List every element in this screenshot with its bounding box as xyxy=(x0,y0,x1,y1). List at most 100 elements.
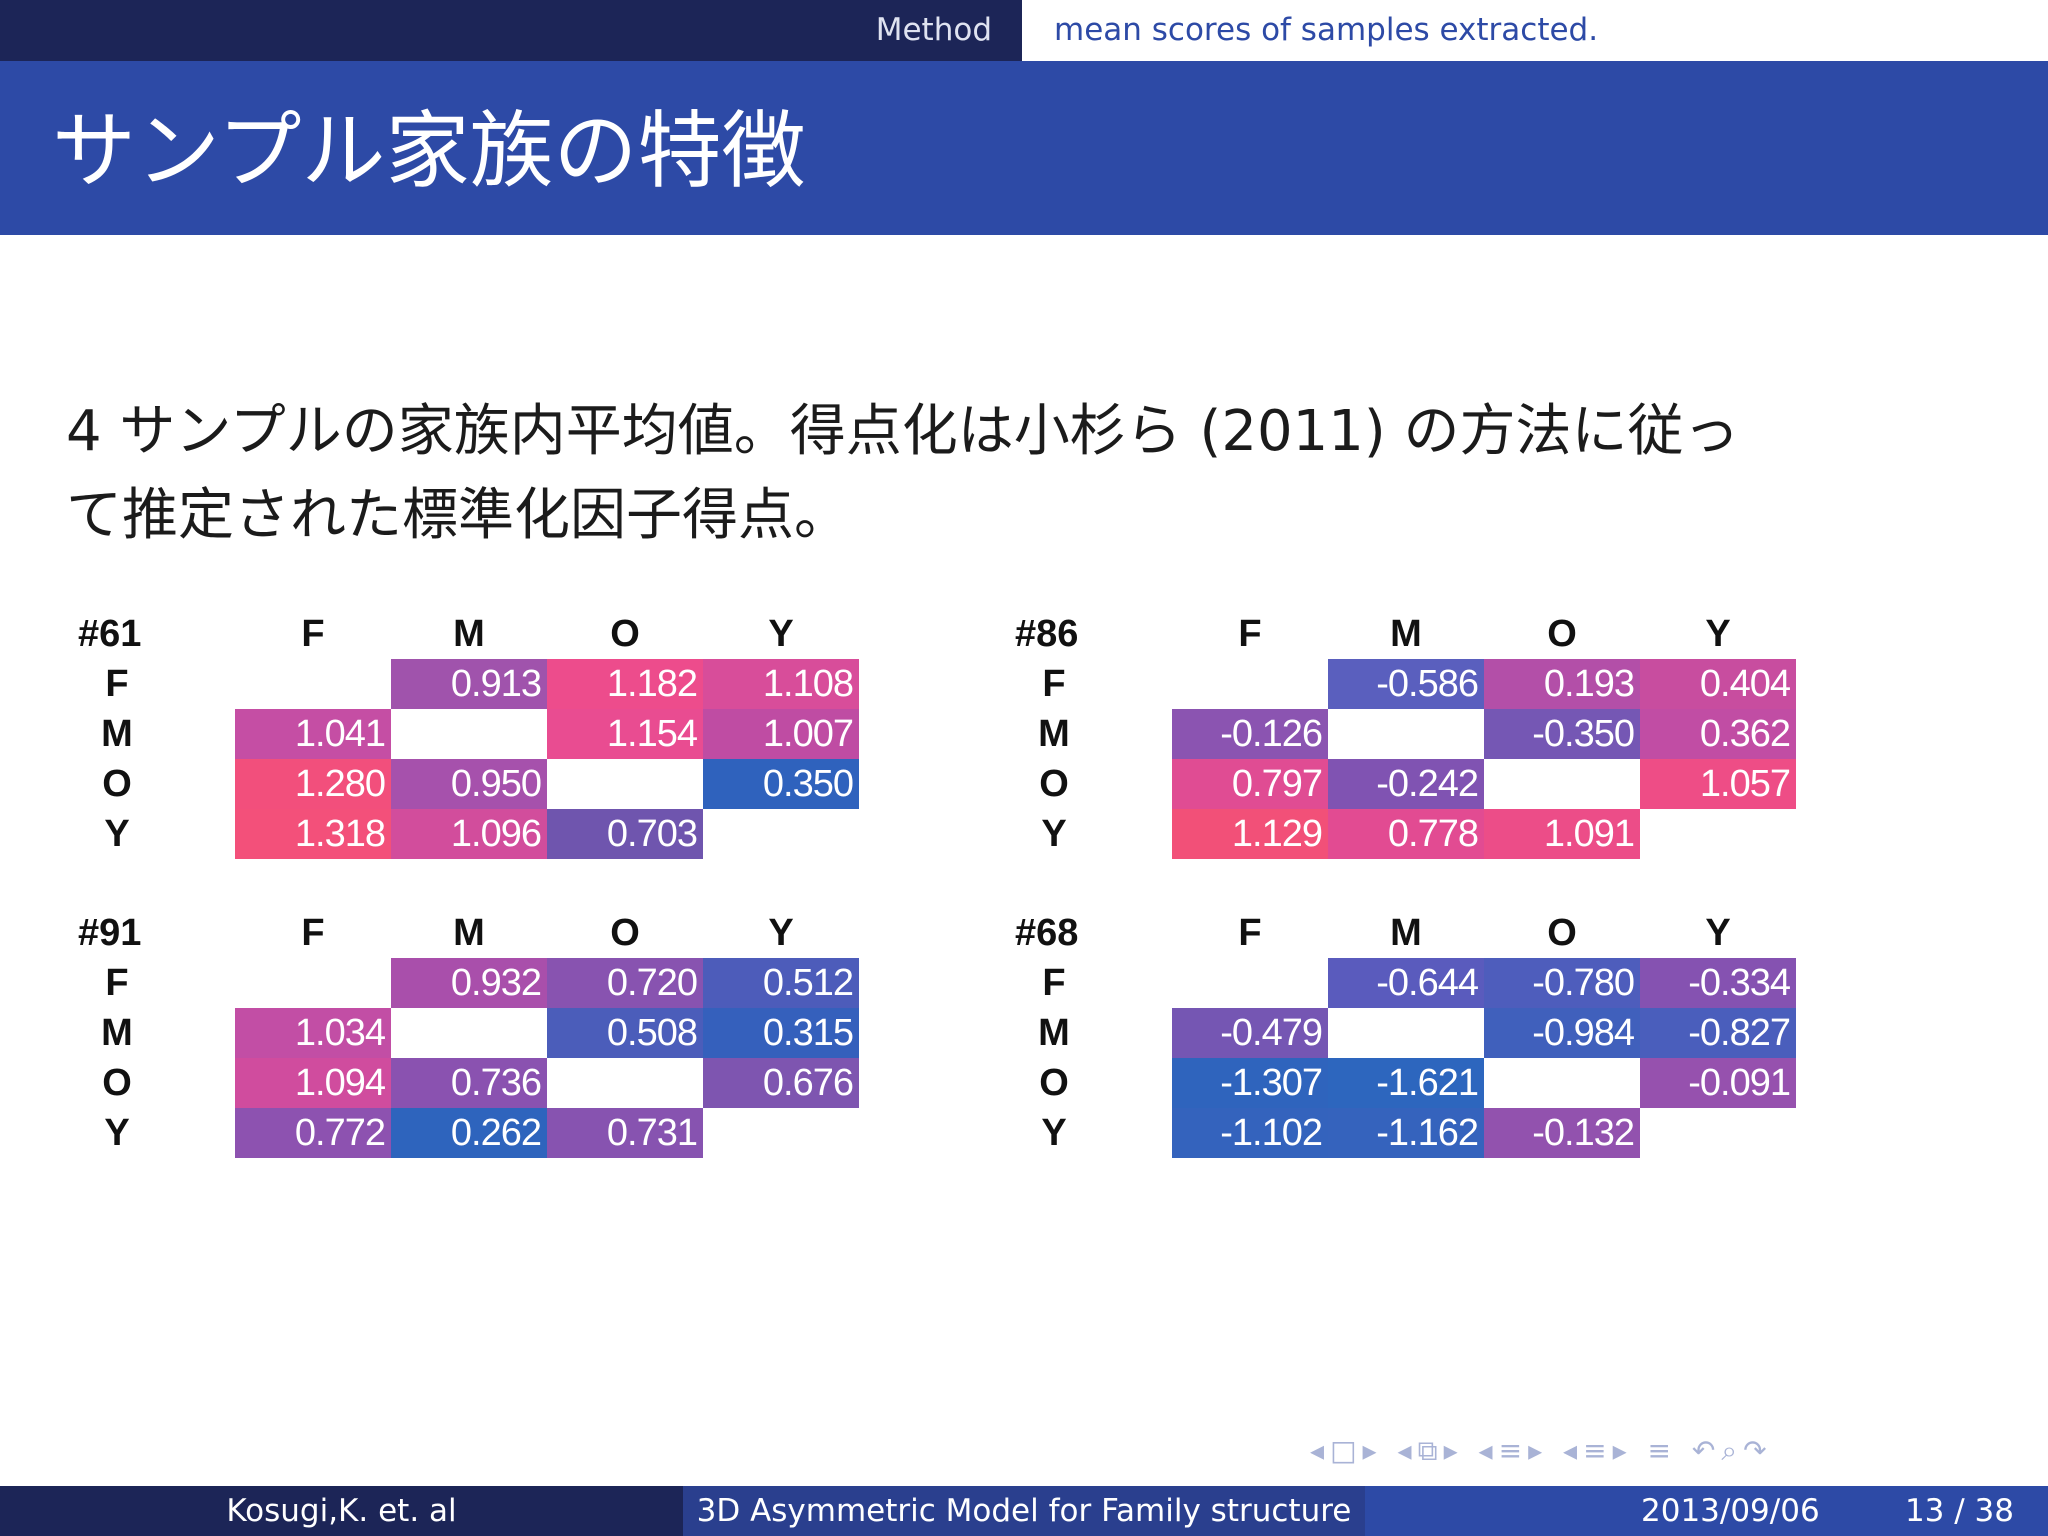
score-cell: -0.242 xyxy=(1328,759,1484,809)
row-label: Y xyxy=(1041,1112,1067,1154)
footer-right: 2013/09/06 13 / 38 xyxy=(1365,1486,2048,1536)
nav-prev-slide-icon[interactable]: ◂ xyxy=(1397,1434,1418,1467)
score-cell: 1.280 xyxy=(235,759,391,809)
column-header: O xyxy=(1547,613,1577,655)
score-cell: 1.129 xyxy=(1172,809,1328,859)
score-cell: 0.731 xyxy=(547,1108,703,1158)
slide-title: サンプル家族の特徴 xyxy=(52,102,806,200)
empty-cell xyxy=(235,659,391,709)
body-line-1: 4 サンプルの家族内平均値。得点化は小杉ら (2011) の方法に従っ xyxy=(66,399,1740,464)
score-cell: 1.318 xyxy=(235,809,391,859)
nav-slide-icon[interactable]: ⧉ xyxy=(1417,1434,1444,1467)
footer-page-number: 13 / 38 xyxy=(1904,1493,2014,1529)
score-cell: 1.094 xyxy=(235,1058,391,1108)
body-text: 4 サンプルの家族内平均値。得点化は小杉ら (2011) の方法に従っ て推定さ… xyxy=(66,390,1966,558)
column-header: Y xyxy=(1705,613,1731,655)
score-cell: 0.772 xyxy=(235,1108,391,1158)
score-cell: 0.315 xyxy=(703,1008,859,1058)
column-header: F xyxy=(301,613,325,655)
score-cell: -0.644 xyxy=(1328,958,1484,1008)
score-cell: 0.512 xyxy=(703,958,859,1008)
empty-cell xyxy=(1640,1108,1796,1158)
column-header: M xyxy=(453,912,485,954)
nav-next-subsection-icon[interactable]: ▸ xyxy=(1528,1434,1549,1467)
nav-toc-icon[interactable]: ≡ xyxy=(1647,1434,1677,1467)
row-label: Y xyxy=(104,1112,130,1154)
score-cell: 0.362 xyxy=(1640,709,1796,759)
nav-prev-subsection-icon[interactable]: ◂ xyxy=(1478,1434,1499,1467)
column-header: Y xyxy=(768,613,794,655)
empty-cell xyxy=(1328,1008,1484,1058)
column-header: O xyxy=(1547,912,1577,954)
score-cell: 0.778 xyxy=(1328,809,1484,859)
empty-cell xyxy=(1172,958,1328,1008)
row-label: F xyxy=(105,663,129,705)
score-cell: -0.126 xyxy=(1172,709,1328,759)
score-cell: 1.096 xyxy=(391,809,547,859)
footer-date: 2013/09/06 xyxy=(1641,1493,1820,1529)
nav-subsection[interactable]: mean scores of samples extracted. xyxy=(1022,0,2048,61)
score-cell: 1.108 xyxy=(703,659,859,709)
body-line-2: て推定された標準化因子得点。 xyxy=(66,483,850,548)
score-cell: 0.932 xyxy=(391,958,547,1008)
empty-cell xyxy=(1640,809,1796,859)
beamer-navigation: ◂□▸ ◂⧉▸ ◂≡▸ ◂≡▸ ≡ ↶⌕↷ xyxy=(1310,1434,1773,1478)
column-header: M xyxy=(453,613,485,655)
nav-back-icon[interactable]: ↶ xyxy=(1691,1434,1722,1467)
column-header: Y xyxy=(1705,912,1731,954)
empty-cell xyxy=(391,709,547,759)
score-cell: -0.780 xyxy=(1484,958,1640,1008)
score-cell: -1.162 xyxy=(1328,1108,1484,1158)
nav-subsection-label[interactable]: mean scores of samples extracted. xyxy=(1054,12,1599,48)
empty-cell xyxy=(391,1008,547,1058)
nav-forward-icon[interactable]: ↷ xyxy=(1743,1434,1773,1467)
score-cell: 1.182 xyxy=(547,659,703,709)
row-label: O xyxy=(1039,763,1069,805)
score-cell: 0.404 xyxy=(1640,659,1796,709)
score-cell: 0.676 xyxy=(703,1058,859,1108)
title-bar: サンプル家族の特徴 xyxy=(0,61,2048,235)
score-cell: 0.350 xyxy=(703,759,859,809)
score-cell: 0.703 xyxy=(547,809,703,859)
score-cell: 0.950 xyxy=(391,759,547,809)
column-header: F xyxy=(1238,912,1262,954)
row-label: F xyxy=(1042,962,1066,1004)
nav-next-section-icon[interactable]: ▸ xyxy=(1612,1434,1633,1467)
nav-section-icon[interactable]: ≡ xyxy=(1583,1434,1613,1467)
row-label: Y xyxy=(104,813,130,855)
column-header: O xyxy=(610,613,640,655)
column-header: F xyxy=(1238,613,1262,655)
nav-section-label[interactable]: Method xyxy=(875,12,992,48)
nav-subsection-icon[interactable]: ≡ xyxy=(1498,1434,1529,1467)
column-header: M xyxy=(1390,613,1422,655)
row-label: O xyxy=(1039,1062,1069,1104)
score-cell: -0.984 xyxy=(1484,1008,1640,1058)
nav-prev-section-icon[interactable]: ◂ xyxy=(1563,1434,1584,1467)
table-id: #91 xyxy=(78,912,142,954)
column-header: Y xyxy=(768,912,794,954)
footer: Kosugi,K. et. al 3D Asymmetric Model for… xyxy=(0,1486,2048,1536)
footer-title: 3D Asymmetric Model for Family structure xyxy=(683,1486,1365,1536)
score-cell: -0.132 xyxy=(1484,1108,1640,1158)
nav-frame-icon[interactable]: □ xyxy=(1330,1434,1363,1467)
nav-next-frame-icon[interactable]: ▸ xyxy=(1362,1434,1383,1467)
nav-section[interactable]: Method xyxy=(0,0,1022,61)
score-cell: -0.586 xyxy=(1328,659,1484,709)
score-cell: 0.508 xyxy=(547,1008,703,1058)
score-cell: 0.262 xyxy=(391,1108,547,1158)
footer-author: Kosugi,K. et. al xyxy=(0,1486,683,1536)
column-header: F xyxy=(301,912,325,954)
score-cell: 0.797 xyxy=(1172,759,1328,809)
empty-cell xyxy=(547,759,703,809)
nav-search-icon[interactable]: ⌕ xyxy=(1721,1434,1744,1467)
empty-cell xyxy=(547,1058,703,1108)
row-label: M xyxy=(1038,1012,1070,1054)
column-header: M xyxy=(1390,912,1422,954)
table-id: #61 xyxy=(78,613,142,655)
score-cell: 1.057 xyxy=(1640,759,1796,809)
empty-cell xyxy=(1172,659,1328,709)
row-label: M xyxy=(1038,713,1070,755)
nav-next-slide-icon[interactable]: ▸ xyxy=(1443,1434,1464,1467)
score-cell: -0.091 xyxy=(1640,1058,1796,1108)
nav-prev-frame-icon[interactable]: ◂ xyxy=(1310,1434,1331,1467)
